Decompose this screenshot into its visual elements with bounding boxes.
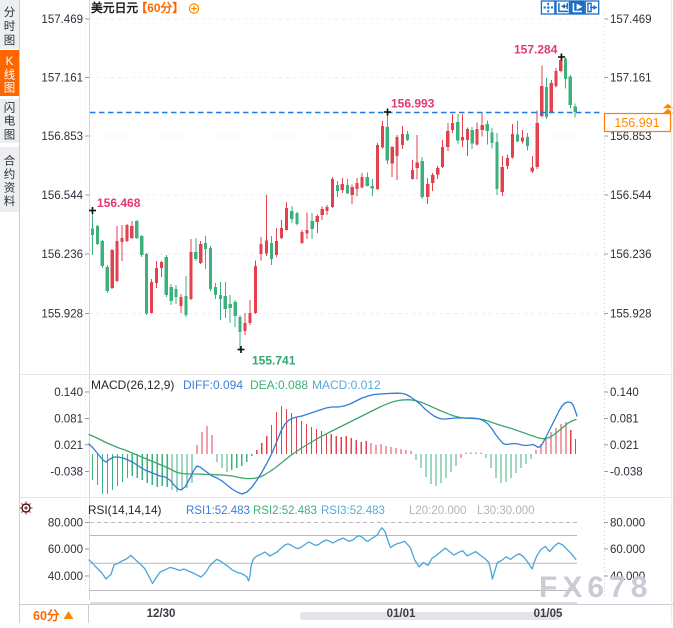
- svg-text:RSI2:52.483: RSI2:52.483: [253, 505, 317, 517]
- svg-text:0.021: 0.021: [54, 440, 83, 452]
- svg-text:DEA:0.088: DEA:0.088: [250, 378, 308, 392]
- svg-text:时: 时: [4, 20, 16, 33]
- svg-text:0.081: 0.081: [610, 414, 639, 426]
- svg-text:0.081: 0.081: [54, 414, 83, 426]
- svg-text:分: 分: [4, 6, 16, 19]
- svg-text:DIFF:0.094: DIFF:0.094: [183, 378, 243, 392]
- svg-text:157.284: 157.284: [514, 43, 558, 57]
- svg-text:156.544: 156.544: [41, 190, 83, 202]
- svg-text:美元日元: 美元日元: [91, 1, 138, 15]
- svg-text:电: 电: [4, 115, 16, 128]
- svg-text:0.021: 0.021: [610, 440, 639, 452]
- svg-text:MACD(26,12,9): MACD(26,12,9): [91, 378, 174, 392]
- svg-text:RSI1:52.483: RSI1:52.483: [186, 505, 250, 517]
- svg-text:料: 料: [4, 194, 16, 208]
- svg-text:156.236: 156.236: [610, 249, 652, 261]
- svg-text:60.000: 60.000: [48, 544, 83, 556]
- svg-text:156.993: 156.993: [391, 97, 435, 111]
- svg-text:156.468: 156.468: [97, 196, 141, 210]
- svg-text:12/30: 12/30: [147, 608, 176, 620]
- svg-text:155.928: 155.928: [610, 309, 652, 321]
- svg-text:闪: 闪: [4, 101, 16, 115]
- svg-text:60分: 60分: [33, 608, 60, 623]
- svg-text:K: K: [6, 56, 14, 68]
- svg-text:01/05: 01/05: [534, 608, 563, 620]
- svg-text:156.853: 156.853: [610, 131, 652, 143]
- svg-text:0.140: 0.140: [54, 387, 83, 399]
- svg-text:0.140: 0.140: [610, 387, 639, 399]
- svg-text:【60分】: 【60分】: [136, 1, 185, 15]
- svg-text:资: 资: [4, 182, 16, 195]
- svg-text:40.000: 40.000: [48, 571, 83, 583]
- svg-text:-0.038: -0.038: [50, 467, 83, 479]
- svg-text:线: 线: [4, 68, 16, 82]
- svg-text:L30:30.000: L30:30.000: [477, 505, 535, 517]
- svg-text:L20:20.000: L20:20.000: [409, 505, 467, 517]
- svg-text:156.991: 156.991: [614, 116, 659, 130]
- svg-text:合: 合: [4, 154, 16, 168]
- svg-text:60.000: 60.000: [610, 544, 645, 556]
- svg-text:156.853: 156.853: [41, 131, 83, 143]
- svg-text:图: 图: [4, 34, 16, 47]
- svg-text:RSI3:52.483: RSI3:52.483: [321, 505, 385, 517]
- svg-text:MACD:0.012: MACD:0.012: [312, 378, 381, 392]
- svg-text:157.469: 157.469: [610, 14, 652, 26]
- svg-text:156.544: 156.544: [610, 190, 652, 202]
- svg-text:157.161: 157.161: [41, 73, 83, 85]
- svg-text:RSI(14,14,14): RSI(14,14,14): [88, 503, 162, 517]
- svg-text:约: 约: [4, 167, 16, 181]
- svg-text:图: 图: [4, 82, 16, 95]
- svg-text:157.469: 157.469: [41, 14, 83, 26]
- svg-text:FX678: FX678: [539, 571, 652, 604]
- svg-text:80.000: 80.000: [48, 518, 83, 530]
- svg-text:155.741: 155.741: [252, 354, 296, 368]
- svg-text:157.161: 157.161: [610, 73, 652, 85]
- svg-text:图: 图: [4, 129, 16, 142]
- svg-text:80.000: 80.000: [610, 518, 645, 530]
- svg-text:40.000: 40.000: [610, 571, 645, 583]
- svg-text:01/01: 01/01: [387, 608, 416, 620]
- svg-text:155.928: 155.928: [41, 309, 83, 321]
- svg-text:156.236: 156.236: [41, 249, 83, 261]
- svg-text:-0.038: -0.038: [610, 467, 643, 479]
